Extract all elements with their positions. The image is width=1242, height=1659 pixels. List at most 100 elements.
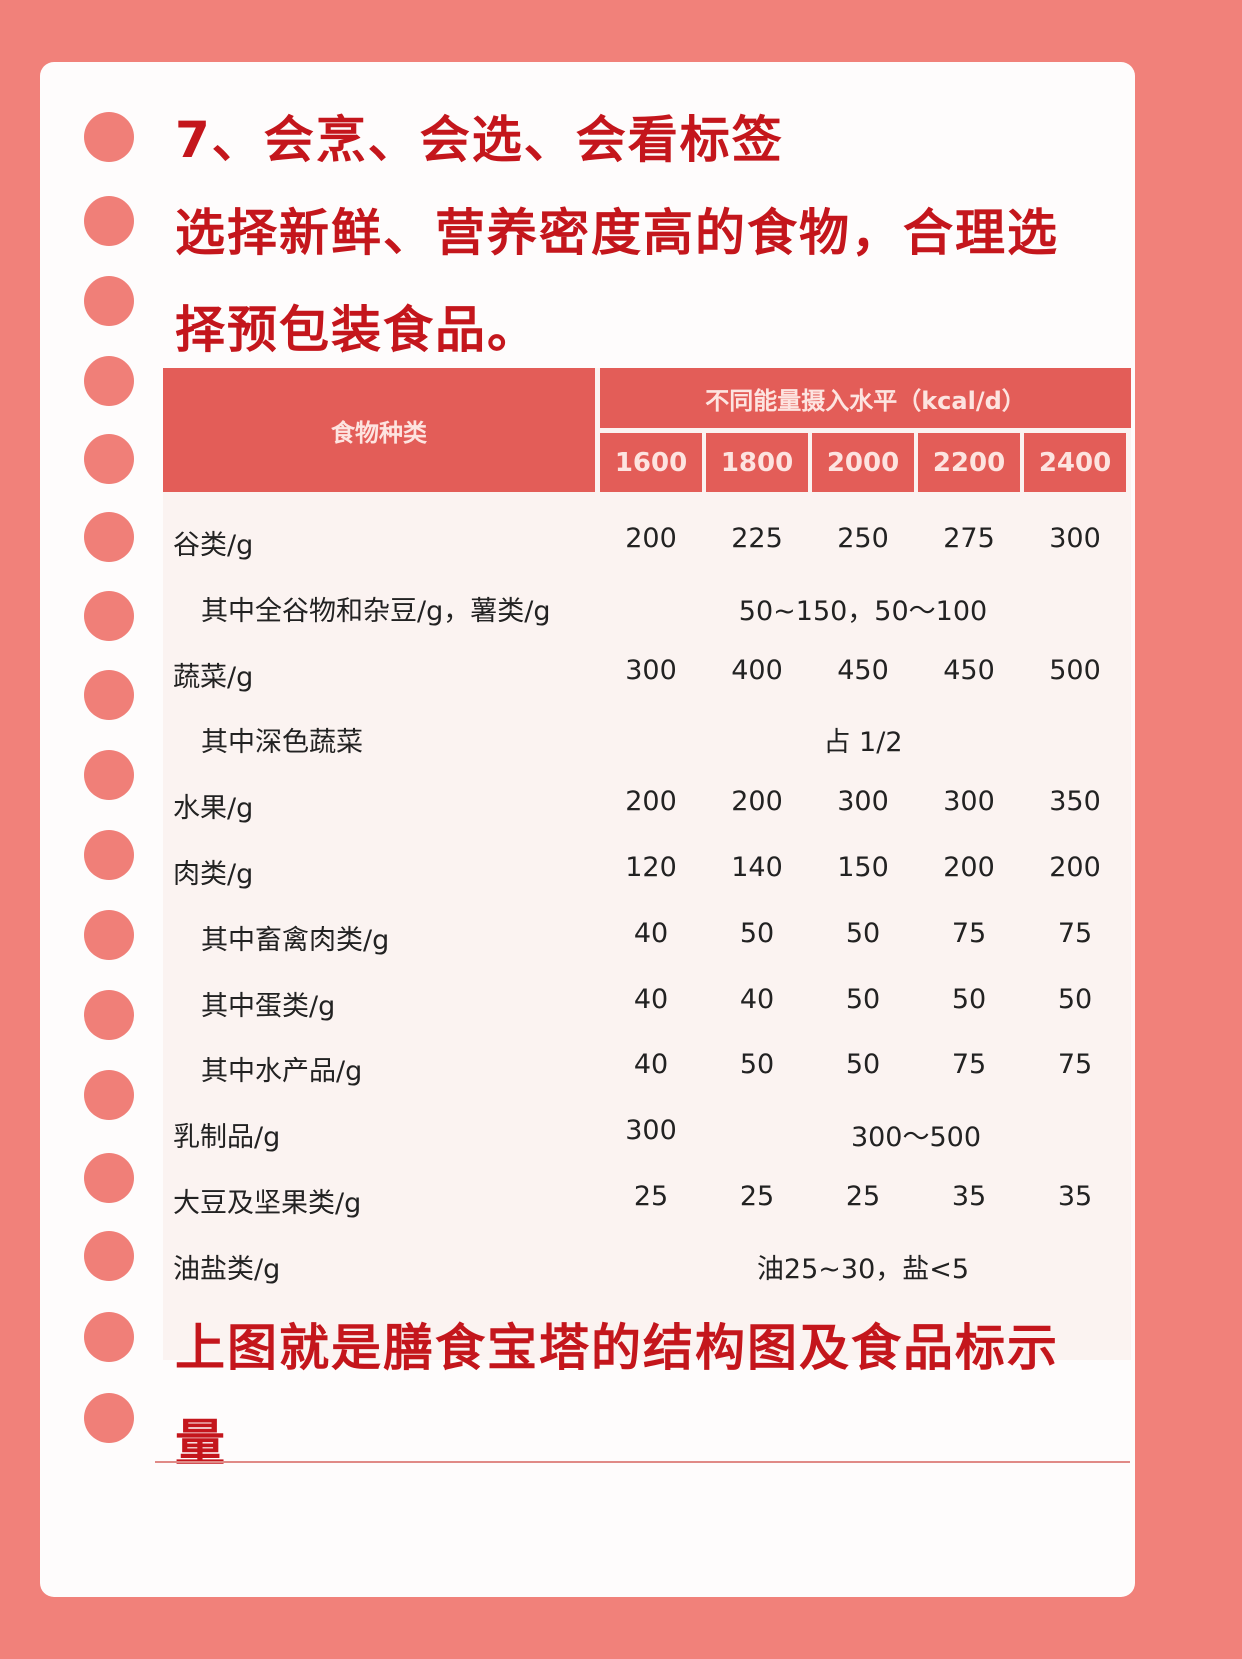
row-label: 乳制品/g <box>173 1122 281 1154</box>
binder-hole <box>84 1153 134 1203</box>
row-value: 75 <box>951 1049 987 1081</box>
row-value: 300 <box>1049 523 1101 554</box>
row-value: 450 <box>837 654 889 686</box>
row-value: 75 <box>951 917 987 949</box>
table-row: 其中蛋类/g 40 40 50 50 50 <box>163 972 1131 1032</box>
row-label: 肉类/g <box>173 859 254 890</box>
row-value: 占 1/2 <box>823 727 903 759</box>
row-label: 其中蛋类/g <box>201 990 336 1022</box>
binder-hole <box>84 750 134 800</box>
binder-hole <box>84 356 134 406</box>
table-row: 其中全谷物和杂豆/g，薯类/g 50~150，50～100 <box>163 577 1131 637</box>
header-food-type: 食物种类 <box>163 368 595 492</box>
header-level-1800: 1800 <box>706 433 808 492</box>
row-value: 140 <box>731 852 783 883</box>
row-label: 蔬菜/g <box>173 661 254 693</box>
binder-hole <box>84 276 134 326</box>
table-row: 谷类/g 200 225 250 275 300 <box>163 511 1131 571</box>
row-value: 200 <box>625 523 677 554</box>
binder-hole <box>84 1393 134 1443</box>
row-label: 油盐类/g <box>173 1253 281 1285</box>
row-value: 200 <box>625 786 677 818</box>
row-value: 400 <box>731 654 783 686</box>
table-row: 其中畜禽肉类/g 40 50 50 75 75 <box>163 906 1131 966</box>
row-value: 300～500 <box>850 1122 982 1154</box>
row-value: 300 <box>625 1115 677 1147</box>
row-value: 25 <box>739 1181 775 1212</box>
row-value: 50 <box>739 1049 775 1081</box>
subtitle-line-1: 选择新鲜、营养密度高的食物，合理选 <box>175 204 1059 262</box>
row-value: 50 <box>1057 983 1093 1015</box>
row-label: 大豆及坚果类/g <box>173 1188 362 1219</box>
row-value: 50 <box>739 917 775 949</box>
binder-hole <box>84 512 134 562</box>
row-value: 120 <box>625 852 677 883</box>
row-value: 300 <box>943 786 995 818</box>
row-label: 谷类/g <box>173 530 254 561</box>
row-label: 水果/g <box>173 793 254 825</box>
header-level-2400: 2400 <box>1024 433 1126 492</box>
binder-hole <box>84 670 134 720</box>
row-label: 其中水产品/g <box>201 1056 363 1088</box>
row-label: 其中深色蔬菜 <box>201 727 363 759</box>
row-value: 50 <box>845 983 881 1015</box>
row-value: 40 <box>633 1049 669 1081</box>
subtitle-line-2: 择预包装食品。 <box>175 301 539 359</box>
row-value: 25 <box>845 1181 881 1212</box>
table-row: 蔬菜/g 300 400 450 450 500 <box>163 643 1131 703</box>
binder-hole <box>84 1070 134 1120</box>
row-value: 300 <box>625 654 677 686</box>
header-level-2000: 2000 <box>812 433 914 492</box>
binder-hole <box>84 112 134 162</box>
row-value: 35 <box>1057 1181 1093 1212</box>
row-value: 200 <box>943 852 995 883</box>
page-title: 7、会烹、会选、会看标签 <box>175 111 784 169</box>
header-level-1600: 1600 <box>600 433 702 492</box>
row-value: 200 <box>731 786 783 818</box>
row-value: 40 <box>739 983 775 1015</box>
row-value: 40 <box>633 983 669 1015</box>
binder-hole <box>84 434 134 484</box>
table-row: 乳制品/g 300 300～500 <box>163 1103 1131 1163</box>
row-value: 225 <box>731 523 783 554</box>
table-row: 油盐类/g 油25~30，盐<5 <box>163 1235 1131 1295</box>
row-value: 200 <box>1049 852 1101 883</box>
row-value: 500 <box>1049 654 1101 686</box>
header-energy-level: 不同能量摄入水平（kcal/d） <box>600 368 1131 428</box>
table-row: 其中深色蔬菜 占 1/2 <box>163 708 1131 768</box>
row-value: 75 <box>1057 917 1093 949</box>
row-value: 50~150，50～100 <box>738 595 988 627</box>
row-value: 450 <box>943 654 995 686</box>
table-row: 大豆及坚果类/g 25 25 25 35 35 <box>163 1169 1131 1229</box>
row-label: 其中畜禽肉类/g <box>201 924 390 956</box>
food-intake-table: 食物种类 不同能量摄入水平（kcal/d） 1600 1800 2000 2200 24… <box>163 368 1131 1360</box>
row-value: 40 <box>633 917 669 949</box>
binder-hole <box>84 1312 134 1362</box>
row-value: 275 <box>943 523 995 554</box>
row-value: 75 <box>1057 1049 1093 1081</box>
binder-hole <box>84 990 134 1040</box>
table-row: 其中水产品/g 40 50 50 75 75 <box>163 1037 1131 1097</box>
footer-line-2: 量 <box>175 1414 227 1472</box>
row-value: 油25~30，盐<5 <box>756 1253 970 1285</box>
row-label: 其中全谷物和杂豆/g，薯类/g <box>201 595 551 627</box>
row-value: 50 <box>951 983 987 1015</box>
binder-hole <box>84 196 134 246</box>
row-value: 300 <box>837 786 889 818</box>
binder-hole <box>84 910 134 960</box>
row-value: 350 <box>1049 786 1101 818</box>
binder-hole <box>84 830 134 880</box>
row-value: 25 <box>633 1181 669 1212</box>
row-value: 35 <box>951 1181 987 1212</box>
underline-divider <box>155 1461 1130 1463</box>
row-value: 150 <box>837 852 889 883</box>
header-level-2200: 2200 <box>918 433 1020 492</box>
binder-hole <box>84 591 134 641</box>
footer-line-1: 上图就是膳食宝塔的结构图及食品标示 <box>175 1319 1059 1377</box>
table-row: 肉类/g 120 140 150 200 200 <box>163 840 1131 900</box>
table-row: 水果/g 200 200 300 300 350 <box>163 774 1131 834</box>
binder-hole <box>84 1231 134 1281</box>
row-value: 50 <box>845 917 881 949</box>
row-value: 250 <box>837 523 889 554</box>
row-value: 50 <box>845 1049 881 1081</box>
